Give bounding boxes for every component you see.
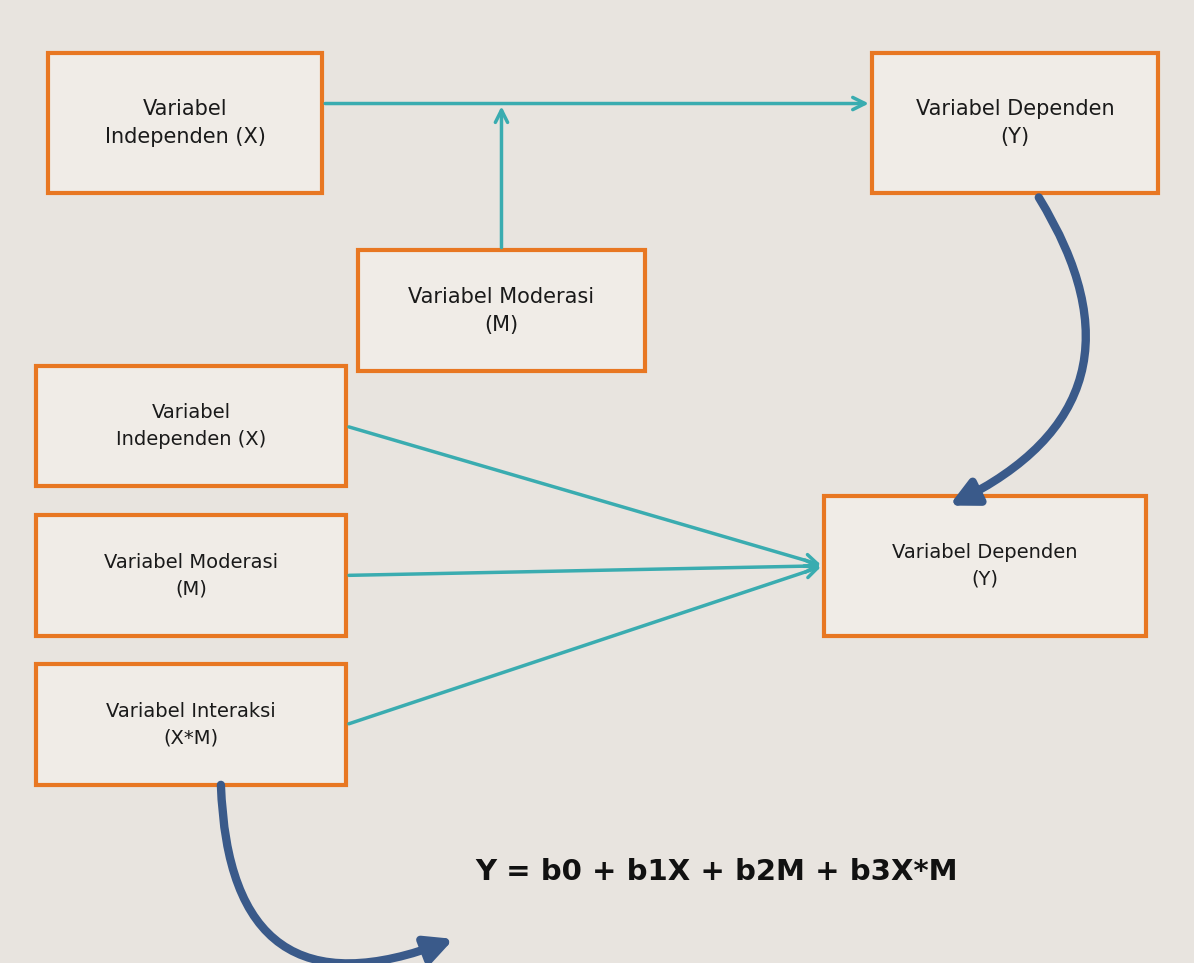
Text: Variabel
Independen (X): Variabel Independen (X) bbox=[105, 99, 265, 146]
Text: Variabel Moderasi
(M): Variabel Moderasi (M) bbox=[408, 287, 595, 334]
FancyBboxPatch shape bbox=[824, 496, 1146, 636]
FancyBboxPatch shape bbox=[358, 250, 645, 371]
FancyBboxPatch shape bbox=[36, 515, 346, 636]
FancyBboxPatch shape bbox=[48, 53, 322, 193]
Text: Variabel
Independen (X): Variabel Independen (X) bbox=[116, 403, 266, 449]
Text: Variabel Moderasi
(M): Variabel Moderasi (M) bbox=[104, 553, 278, 598]
FancyBboxPatch shape bbox=[872, 53, 1158, 193]
Text: Variabel Dependen
(Y): Variabel Dependen (Y) bbox=[916, 99, 1114, 146]
Text: Variabel Dependen
(Y): Variabel Dependen (Y) bbox=[892, 543, 1078, 588]
Text: Variabel Interaksi
(X*M): Variabel Interaksi (X*M) bbox=[106, 702, 276, 747]
FancyBboxPatch shape bbox=[36, 664, 346, 785]
FancyBboxPatch shape bbox=[36, 366, 346, 486]
Text: Y = b0 + b1X + b2M + b3X*M: Y = b0 + b1X + b2M + b3X*M bbox=[475, 857, 958, 886]
